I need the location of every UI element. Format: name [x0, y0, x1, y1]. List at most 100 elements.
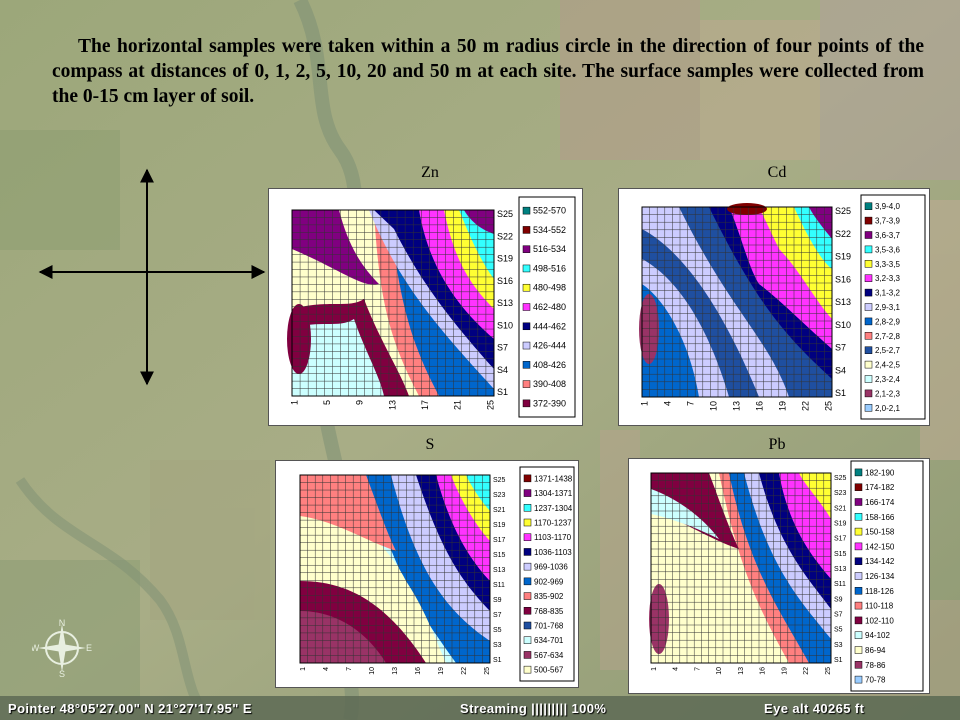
cd-legend-swatch [864, 332, 873, 340]
pb-x-tick-label: 1 [651, 667, 658, 671]
cd-legend-label: 2,4-2,5 [875, 361, 900, 370]
pb-legend-swatch [854, 601, 863, 610]
s-x-tick-label: 7 [346, 667, 353, 671]
status-bar: Pointer 48°05'27.00" N 21°27'17.95" E St… [0, 696, 960, 720]
zn-legend-swatch [522, 226, 531, 234]
s-plot-border [299, 474, 491, 664]
cd-legend-label: 2,5-2,7 [875, 346, 900, 355]
pb-x-tick-label: 4 [673, 667, 680, 671]
pb-y-tick-label: S23 [834, 490, 847, 497]
cd-y-tick-label: S1 [835, 388, 846, 398]
zn-y-tick-label: S1 [497, 387, 508, 397]
pb-legend-label: 166-174 [865, 498, 895, 507]
s-legend-label: 835-902 [534, 592, 564, 601]
cd-legend-swatch [864, 360, 873, 369]
pb-map-panel: S25 S23 S21 S19 S17 S15 S13 S11 S9 S7 S5 S3 S1 1 4 7 10… [628, 458, 930, 694]
s-legend-label: 1170-1237 [534, 519, 572, 528]
pb-y-tick-label: S9 [834, 596, 843, 603]
pb-legend-label: 86-94 [865, 646, 886, 655]
s-legend-label: 634-701 [534, 636, 564, 645]
compass-rose-icon[interactable]: N S W E [32, 618, 92, 678]
cd-legend-label: 3,9-4,0 [875, 202, 900, 211]
zn-legend-swatch [522, 361, 531, 369]
cd-legend-swatch [864, 288, 873, 297]
zn-legend-swatch [522, 283, 531, 292]
pb-y-tick-label: S7 [834, 612, 843, 619]
zn-legend-swatch [522, 380, 531, 388]
s-x-tick-label: 10 [369, 667, 376, 675]
cd-x-tick-label: 10 [708, 401, 718, 411]
s-legend-label: 969-1036 [534, 563, 568, 572]
pb-legend-swatch [854, 587, 863, 595]
compass-e-label: E [86, 643, 92, 653]
zn-y-axis-labels: S25 S22 S19 S16 S13 S10 S7 S4 S1 [497, 209, 513, 397]
cd-legend-swatch [864, 202, 873, 210]
cd-legend-swatch [864, 404, 873, 412]
zn-x-tick-label: 25 [485, 400, 495, 410]
zn-x-tick-label: 1 [289, 400, 299, 405]
zn-legend-label: 516-534 [533, 244, 566, 254]
pb-y-tick-label: S5 [834, 627, 843, 634]
s-x-tick-label: 25 [484, 667, 491, 675]
s-y-tick-label: S23 [493, 492, 506, 499]
s-y-tick-label: S9 [493, 597, 502, 604]
s-x-tick-label: 22 [461, 667, 468, 675]
pb-y-tick-label: S15 [834, 551, 847, 558]
s-legend-label: 902-969 [534, 577, 564, 586]
s-legend-label: 500-567 [534, 666, 564, 675]
pb-y-tick-label: S11 [834, 581, 846, 588]
s-legend-label: 567-634 [534, 651, 564, 660]
s-legend-swatch [523, 577, 532, 586]
zn-legend-label: 426-444 [533, 341, 566, 351]
pb-y-tick-label: S21 [834, 505, 847, 512]
pb-legend-label: 110-118 [865, 602, 894, 611]
intro-paragraph: The horizontal samples were taken within… [52, 36, 924, 107]
pb-y-tick-label: S25 [834, 475, 847, 482]
zn-grid-overlay [291, 209, 495, 397]
pb-y-tick-label: S3 [834, 642, 843, 649]
cd-y-tick-label: S25 [835, 206, 851, 216]
s-contour-plot [300, 475, 490, 663]
pb-y-tick-label: S19 [834, 521, 847, 528]
pb-y-tick-label: S1 [834, 657, 843, 664]
pb-y-tick-label: S17 [834, 536, 847, 543]
s-legend-label: 701-768 [534, 622, 564, 631]
zn-x-tick-label: 17 [420, 400, 430, 410]
cd-x-tick-label: 7 [685, 401, 695, 406]
pb-legend-swatch [854, 542, 863, 551]
zn-y-tick-label: S16 [497, 276, 513, 286]
cd-y-axis-labels: S25 S22 S19 S16 S13 S10 S7 S4 S1 [835, 206, 851, 398]
cd-contour-plot [639, 203, 832, 397]
pb-legend-label: 102-110 [865, 616, 894, 625]
cd-y-tick-label: S19 [835, 252, 851, 262]
cd-legend-label: 3,3-3,5 [875, 260, 900, 269]
cd-legend-label: 2,9-3,1 [875, 303, 900, 312]
pb-x-tick-label: 13 [738, 667, 745, 675]
pb-legend-label: 118-126 [865, 587, 894, 596]
pb-legend-swatch [854, 527, 863, 536]
cd-legend-label: 3,2-3,3 [875, 274, 900, 283]
zn-legend-swatch [522, 303, 531, 311]
zn-y-tick-label: S19 [497, 254, 513, 264]
cd-legend-swatch [864, 317, 873, 326]
s-legend-label: 768-835 [534, 607, 564, 616]
zn-y-tick-label: S10 [497, 320, 513, 330]
zn-x-tick-label: 21 [453, 400, 463, 410]
zn-legend-swatch [522, 341, 531, 350]
s-y-tick-label: S13 [493, 567, 506, 574]
s-y-axis-labels: S25 S23 S21 S19 S17 S15 S13 S11 S9 S7 S5 S3 S1 [493, 477, 506, 664]
pb-legend-label: 174-182 [865, 483, 895, 492]
pb-legend-swatch [854, 468, 863, 477]
zn-y-tick-label: S25 [497, 209, 513, 219]
zn-legend-label: 552-570 [533, 206, 566, 216]
s-y-tick-label: S1 [493, 657, 502, 664]
s-legend-label: 1036-1103 [534, 548, 572, 557]
cd-legend-label: 3,1-3,2 [875, 289, 900, 298]
cd-y-tick-label: S4 [835, 365, 846, 375]
pb-x-tick-label: 25 [825, 667, 832, 675]
zn-legend-label: 498-516 [533, 263, 566, 273]
s-legend-swatch [523, 474, 532, 483]
cd-legend-label: 2,0-2,1 [875, 404, 900, 413]
s-map-title: S [425, 436, 435, 453]
pb-legend-box [850, 460, 924, 692]
